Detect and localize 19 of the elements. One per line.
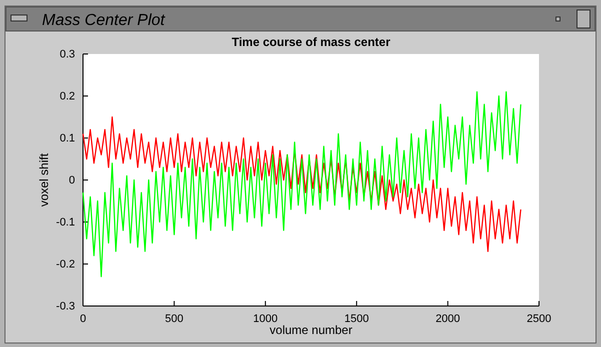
text: Mass Center Plot [42, 12, 166, 29]
y-tick-label: 0.1 [60, 132, 75, 145]
y-tick-label: -0.3 [56, 300, 75, 313]
x-tick-label: 2500 [526, 312, 552, 325]
x-tick-label: 500 [165, 312, 184, 325]
chart-title: Time course of mass center [232, 35, 391, 49]
x-axis-title: volume number [270, 323, 352, 337]
y-tick-label: 0 [68, 174, 75, 187]
y-tick-label: 0.3 [60, 48, 75, 61]
y-tick-label: 0.2 [60, 90, 75, 103]
x-tick-label: 0 [80, 312, 86, 325]
line-series [82, 116, 522, 252]
y-axis-title: voxel shift [37, 152, 51, 207]
x-tick-label: 2000 [436, 312, 460, 325]
y-tick-label: -0.2 [56, 258, 75, 271]
x-tick-label: 1500 [344, 312, 369, 325]
y-tick-label: -0.1 [56, 216, 75, 229]
x-tick-label: 1000 [253, 312, 278, 325]
line-series [82, 91, 522, 278]
